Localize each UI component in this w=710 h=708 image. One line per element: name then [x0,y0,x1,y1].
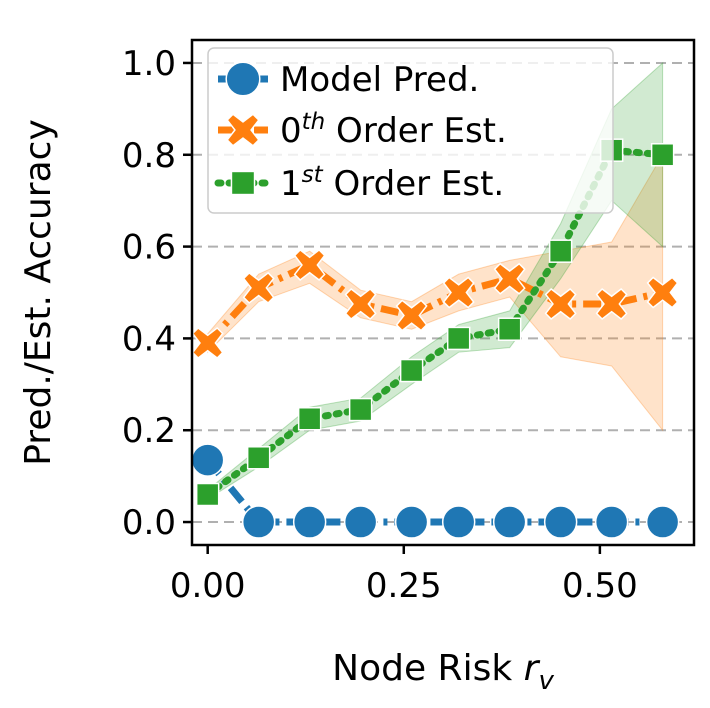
legend-box [207,47,614,214]
y-axis-label: Pred./Est. Accuracy [18,119,59,466]
line-model-pred [204,457,663,526]
legend: Model Pred. 0th Order Est. 1st Order Est… [207,47,614,214]
point-0th-order-est [344,287,377,320]
point-model-pred [394,505,429,539]
legend-marker-1st-order [230,170,256,196]
legend-entry-1st-base: 1 [280,164,302,204]
x-tick-label: 0.50 [562,566,638,606]
point-1st-order-est [297,407,322,431]
y-tick-label: 1.0 [122,44,176,84]
axis-ticks: 0.0 0.2 0.4 0.6 0.8 1.0 0.00 0.25 0.50 [122,44,638,606]
point-1st-order-est [246,446,271,470]
legend-entry-0th-base: 0 [280,111,302,151]
point-model-pred [492,505,527,539]
point-1st-order-est [348,397,373,422]
series-lines [204,146,667,526]
point-model-pred [441,505,476,539]
x-tick-label: 0.00 [170,566,246,606]
x-axis-label: Node Risk rv [332,648,554,696]
x-axis-label-var: r [524,648,541,689]
legend-entry-1st-sup: st [302,162,324,188]
legend-entry-0th-order: 0th Order Est. [280,109,507,151]
point-0th-order-est [544,287,577,320]
legend-marker-0th-order [226,113,260,147]
series-markers [190,138,680,539]
point-0th-order-est [395,299,428,332]
point-model-pred [292,505,327,539]
y-tick-label: 0.8 [122,136,176,176]
point-model-pred [190,443,225,477]
plot-frame [190,38,696,547]
point-0th-order-est [242,271,275,304]
point-1st-order-est [650,143,675,167]
point-0th-order-est [493,262,526,295]
legend-entry-1st-order: 1st Order Est. [280,162,504,204]
point-0th-order-est [442,276,475,309]
point-1st-order-est [446,326,471,351]
legend-marker-model-pred [225,61,261,97]
point-model-pred [241,505,276,539]
point-model-pred [343,505,378,539]
point-0th-order-est [191,327,224,359]
x-tick-label: 0.25 [366,566,442,606]
point-1st-order-est [548,239,573,263]
y-tick-label: 0.6 [122,228,176,268]
legend-entry-1st-rest: Order Est. [323,164,505,204]
line-0th-order-est [205,260,664,346]
y-tick-label: 0.0 [122,503,176,543]
point-1st-order-est [399,358,424,383]
band-0th-order-est [207,152,664,432]
point-1st-order-est [497,317,522,341]
x-axis-label-text: Node Risk [332,648,523,689]
point-0th-order-est [293,248,326,281]
point-model-pred [543,505,578,539]
point-1st-order-est [195,482,220,507]
point-0th-order-est [646,276,679,309]
y-tick-label: 0.2 [122,411,176,451]
point-model-pred [594,505,629,539]
legend-entry-0th-rest: Order Est. [325,111,507,151]
legend-entry-model-pred: Model Pred. [280,60,479,100]
legend-entry-0th-sup: th [302,109,326,135]
line-1st-order-est [204,146,667,498]
y-tick-label: 0.4 [122,319,176,359]
point-model-pred [645,505,680,539]
point-0th-order-est [595,287,628,320]
x-axis-label-subscript: v [538,666,554,696]
